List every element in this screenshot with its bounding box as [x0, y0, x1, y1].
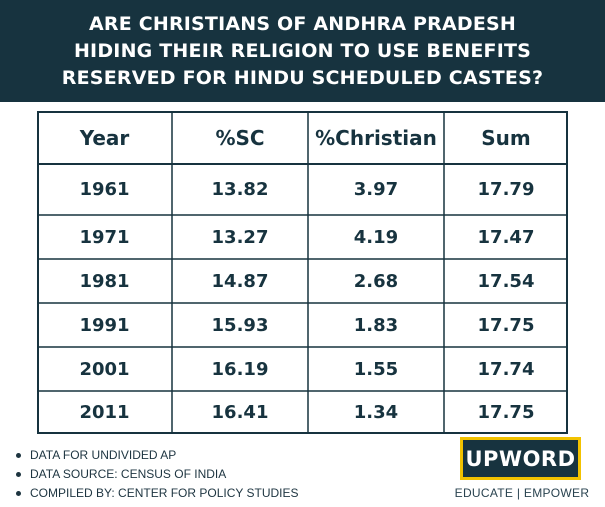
footnote-item: DATA FOR UNDIVIDED AP [16, 446, 436, 465]
table-border [37, 111, 568, 434]
upword-logo: UPWORD [460, 437, 581, 480]
table-cell: 17.74 [477, 358, 535, 380]
table-cell: 13.82 [211, 179, 269, 200]
table-cell: 1.55 [353, 358, 399, 380]
footnote-text: COMPILED BY: CENTER FOR POLICY STUDIES [30, 486, 299, 500]
logo-text: UPWORD [465, 446, 576, 471]
bullet-icon [16, 472, 21, 477]
table-cell: 1981 [79, 270, 130, 292]
column-header: %SC [215, 125, 265, 150]
table-cell: 1.83 [353, 314, 399, 336]
footnote-item: DATA SOURCE: CENSUS OF INDIA [16, 465, 436, 484]
column-header: Sum [481, 125, 531, 150]
footnotes: DATA FOR UNDIVIDED AP DATA SOURCE: CENSU… [16, 446, 436, 503]
footnote-item: COMPILED BY: CENTER FOR POLICY STUDIES [16, 484, 436, 503]
table-cell: 2001 [79, 358, 130, 380]
table-cell: 17.54 [477, 270, 535, 292]
table-cell: 1991 [79, 314, 130, 336]
table-cell: 16.19 [211, 358, 269, 380]
bullet-icon [16, 453, 21, 458]
data-table: Year %SC %Christian Sum 1961 13.82 3.97 17.79 19… [37, 111, 568, 434]
table-cell: 2011 [79, 402, 130, 423]
column-header: %Christian [315, 125, 437, 150]
title-line-3: RESERVED FOR HINDU SCHEDULED CASTES? [61, 66, 544, 89]
table-cell: 4.19 [353, 226, 399, 248]
table-cell: 1961 [79, 179, 130, 200]
table-cell: 2.68 [353, 270, 399, 292]
table-cell: 13.27 [211, 226, 269, 248]
table-cell: 17.79 [477, 179, 535, 200]
table-grid [37, 111, 568, 434]
table-cell: 17.75 [477, 314, 535, 336]
table-cell: 17.75 [477, 402, 535, 423]
bullet-icon [16, 491, 21, 496]
table-cell: 17.47 [477, 226, 535, 248]
table-cell: 16.41 [211, 402, 269, 423]
table-cell: 3.97 [353, 179, 399, 200]
footnote-text: DATA FOR UNDIVIDED AP [30, 448, 177, 462]
table-cell: 1971 [79, 226, 130, 248]
title-banner: ARE CHRISTIANS OF ANDHRA PRADESH HIDING … [0, 0, 605, 102]
table-cell: 14.87 [211, 270, 269, 292]
table-cell: 15.93 [211, 314, 269, 336]
table-cell: 1.34 [353, 402, 399, 423]
footnote-text: DATA SOURCE: CENSUS OF INDIA [30, 467, 227, 481]
column-header: Year [79, 125, 130, 150]
brand-tagline: EDUCATE | EMPOWER [454, 486, 590, 500]
title-line-1: ARE CHRISTIANS OF ANDHRA PRADESH [88, 12, 517, 35]
title-line-2: HIDING THEIR RELIGION TO USE BENEFITS [73, 39, 532, 62]
